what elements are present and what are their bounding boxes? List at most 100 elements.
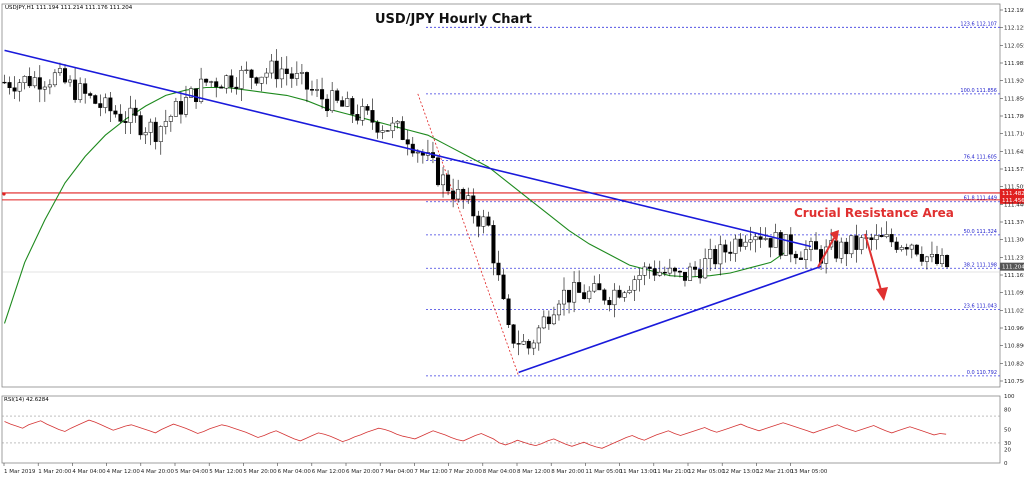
candle-body (400, 121, 405, 140)
candle-body (793, 253, 798, 259)
candle-body (763, 238, 768, 240)
candles (2, 49, 950, 356)
breakout-arrow-shaft (817, 237, 835, 268)
candle-body (521, 340, 526, 345)
candle-body (340, 100, 345, 107)
candle-body (496, 262, 501, 276)
candle-body (667, 267, 672, 274)
candle-body (577, 282, 582, 293)
resistance-annotation: Crucial Resistance Area (794, 206, 954, 220)
candle-body (183, 97, 188, 115)
candle-body (803, 249, 808, 260)
candle-body (662, 271, 667, 274)
candle-body (365, 106, 370, 111)
candle-body (637, 275, 642, 281)
rsi-tick-label: 50 (1004, 428, 1011, 434)
candle-body (778, 232, 783, 256)
time-tick-label: 11 Mar 21:00 (654, 469, 691, 475)
candle-body (723, 244, 728, 253)
time-tick-label: 7 Mar 12:00 (414, 469, 448, 475)
candle-body (289, 73, 294, 79)
candle-body (68, 79, 73, 83)
candle-body (693, 266, 698, 270)
candle-body (743, 241, 748, 247)
candle-body (204, 78, 209, 83)
candle-body (355, 114, 360, 121)
candle-body (738, 238, 743, 247)
time-tick-label: 5 Mar 04:00 (175, 469, 209, 475)
candle-body (526, 340, 531, 349)
candle-body (269, 60, 274, 74)
candle-body (617, 289, 622, 298)
time-tick-label: 8 Mar 20:00 (551, 469, 585, 475)
candle-body (682, 271, 687, 281)
candle-body (874, 235, 879, 241)
price-tick-label: 111.985 (1004, 61, 1024, 67)
candle-body (688, 266, 693, 281)
candle-body (330, 90, 335, 112)
price-tick-label: 110.890 (1004, 344, 1024, 350)
price-tick-label: 112.125 (1004, 26, 1024, 32)
price-tick-label: 112.055 (1004, 43, 1024, 49)
candle-body (909, 244, 914, 250)
candle-body (919, 253, 924, 262)
candle-body (345, 98, 350, 107)
price-tick-label: 111.505 (1004, 185, 1024, 191)
candle-body (325, 98, 330, 112)
candle-body (244, 69, 249, 71)
candle-body (541, 316, 546, 329)
time-tick-label: 6 Mar 20:00 (346, 469, 380, 475)
candle-body (47, 84, 52, 88)
candle-body (446, 174, 451, 192)
candle-body (783, 234, 788, 256)
resistance-badge-label: 111.456 (1002, 198, 1024, 204)
candle-body (501, 274, 506, 300)
fib-level-label: 23.6 111.043 (964, 303, 997, 309)
breakout-arrowhead (830, 230, 839, 242)
price-axis: 112.195 112.125 112.055 111.985 111.920 111.8… (1000, 8, 1024, 385)
candle-body (224, 75, 229, 89)
candle-body (158, 126, 163, 142)
candle-body (264, 72, 269, 78)
candle-body (249, 69, 254, 78)
candle-body (476, 215, 481, 227)
time-tick-label: 1 Mar 20:00 (38, 469, 72, 475)
price-tick-label: 110.960 (1004, 326, 1024, 332)
candle-body (415, 151, 420, 154)
candle-body (12, 87, 17, 92)
candle-body (652, 268, 657, 276)
resistance-badge (1000, 188, 1024, 197)
rsi-label: RSI(14) 42.6284 (4, 397, 49, 403)
candle-body (189, 88, 194, 98)
current-price-badge (1000, 262, 1024, 271)
time-tick-label: 6 Mar 04:00 (278, 469, 312, 475)
candle-body (380, 130, 385, 133)
candle-body (2, 81, 7, 84)
candle-body (143, 132, 148, 136)
candle-body (229, 75, 234, 88)
candle-body (567, 289, 572, 303)
candle-body (83, 83, 88, 94)
time-tick-label: 8 Mar 04:00 (483, 469, 517, 475)
price-tick-label: 111.025 (1004, 308, 1024, 314)
candle-body (32, 77, 37, 87)
candle-body (259, 76, 264, 84)
time-tick-label: 11 Mar 05:00 (585, 469, 622, 475)
candle-body (849, 235, 854, 255)
candle-body (178, 101, 183, 115)
candle-body (698, 269, 703, 279)
candle-body (299, 72, 304, 74)
candle-body (531, 342, 536, 349)
price-tick-label: 111.440 (1004, 202, 1024, 208)
trendline-upper (4, 49, 812, 248)
candle-body (622, 292, 627, 298)
candle-body (814, 241, 819, 250)
candle-body (17, 82, 22, 92)
candle-body (713, 249, 718, 265)
time-tick-label: 5 Mar 20:00 (243, 469, 277, 475)
candle-body (22, 76, 27, 83)
chart-title: USD/JPY Hourly Chart (375, 12, 532, 27)
price-tick-label: 111.920 (1004, 79, 1024, 85)
resistance-marker (2, 192, 6, 196)
